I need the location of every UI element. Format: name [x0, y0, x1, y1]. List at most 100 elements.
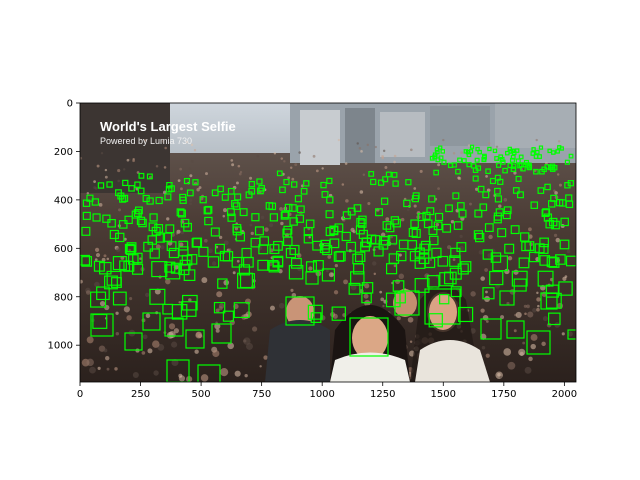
- face-box: [504, 243, 515, 254]
- crowd-head: [481, 345, 486, 350]
- crowd-head: [245, 342, 254, 350]
- face-box: [171, 304, 188, 320]
- face-box: [494, 195, 502, 203]
- face-box: [112, 291, 127, 306]
- crowd-head: [177, 179, 181, 182]
- crowd-head: [222, 214, 226, 218]
- crowd-head: [567, 331, 573, 337]
- crowd-head: [382, 149, 386, 153]
- crowd-head: [497, 373, 501, 377]
- face-box: [489, 177, 497, 185]
- crowd-head: [162, 190, 167, 195]
- crowd-head: [214, 323, 221, 330]
- crowd-head: [98, 202, 103, 207]
- face-box: [411, 195, 420, 203]
- crowd-head: [445, 176, 448, 180]
- crowd-head: [236, 181, 239, 185]
- face-box: [375, 208, 383, 217]
- crowd-head: [273, 152, 277, 155]
- crowd-head: [141, 351, 146, 355]
- crowd-head: [188, 198, 193, 202]
- face-box: [131, 263, 144, 275]
- face-box: [442, 223, 452, 233]
- face-box: [564, 182, 571, 189]
- crowd-head: [94, 258, 98, 261]
- crowd-head: [231, 163, 235, 167]
- crowd-head: [557, 140, 561, 143]
- crowd-head: [409, 340, 413, 343]
- face-box: [109, 229, 119, 240]
- face-box: [428, 195, 436, 203]
- crowd-head: [294, 163, 298, 167]
- crowd-head: [350, 284, 357, 291]
- face-box: [424, 288, 461, 325]
- crowd-head: [215, 308, 220, 313]
- crowd-head: [406, 208, 410, 212]
- crowd-head: [308, 266, 313, 271]
- face-box: [457, 157, 463, 163]
- face-box: [166, 359, 190, 382]
- face-box: [294, 195, 302, 203]
- face-box: [151, 260, 168, 278]
- crowd-head: [384, 166, 388, 169]
- face-box: [385, 292, 401, 308]
- crowd-head: [173, 328, 179, 334]
- crowd-head: [106, 367, 110, 371]
- crowd-head: [171, 341, 178, 348]
- crowd-head: [528, 227, 532, 232]
- face-box: [353, 204, 362, 212]
- face-box: [112, 256, 127, 271]
- face-box: [494, 156, 500, 161]
- crowd-head: [321, 167, 324, 170]
- crowd-head: [545, 161, 548, 165]
- crowd-head: [488, 234, 493, 240]
- crowd-head: [360, 150, 363, 153]
- crowd-head: [264, 227, 269, 232]
- face-box: [423, 219, 433, 229]
- crowd-head: [123, 306, 130, 313]
- face-box: [565, 255, 576, 267]
- face-box: [520, 232, 530, 242]
- face-box: [538, 145, 544, 150]
- crowd-head: [165, 278, 171, 285]
- caption-title: World's Largest Selfie: [100, 119, 236, 134]
- face-box: [420, 240, 431, 251]
- face-box: [417, 212, 426, 222]
- crowd-head: [382, 304, 385, 308]
- crowd-head: [211, 261, 217, 266]
- crowd-head: [154, 288, 161, 295]
- face-box: [321, 268, 335, 282]
- crowd-head: [95, 252, 101, 258]
- crowd-head: [356, 142, 359, 145]
- crowd-head: [437, 187, 440, 191]
- face-box: [282, 236, 293, 247]
- crowd-head: [437, 163, 441, 167]
- crowd-head: [114, 367, 118, 371]
- crowd-head: [366, 143, 370, 147]
- face-box: [211, 189, 219, 197]
- crowd-head: [203, 238, 208, 243]
- face-box: [555, 198, 564, 207]
- crowd-head: [163, 166, 167, 169]
- crowd-head: [530, 334, 538, 341]
- face-box: [283, 225, 293, 235]
- face-box: [124, 332, 143, 351]
- face-box: [434, 212, 444, 222]
- crowd-head: [410, 148, 413, 152]
- crowd-head: [123, 168, 126, 171]
- crowd-head: [459, 245, 464, 251]
- crowd-head: [263, 355, 268, 360]
- face-box: [136, 216, 146, 226]
- crowd-head: [522, 341, 526, 345]
- crowd-head: [455, 208, 460, 213]
- face-box: [468, 149, 474, 154]
- face-box: [474, 157, 480, 163]
- face-box: [487, 146, 492, 152]
- face-box: [458, 209, 467, 218]
- face-box: [273, 240, 283, 251]
- face-box: [382, 176, 389, 183]
- crowd-head: [279, 207, 283, 211]
- face-box: [515, 158, 521, 164]
- crowd-head: [485, 353, 490, 358]
- face-box: [482, 287, 495, 300]
